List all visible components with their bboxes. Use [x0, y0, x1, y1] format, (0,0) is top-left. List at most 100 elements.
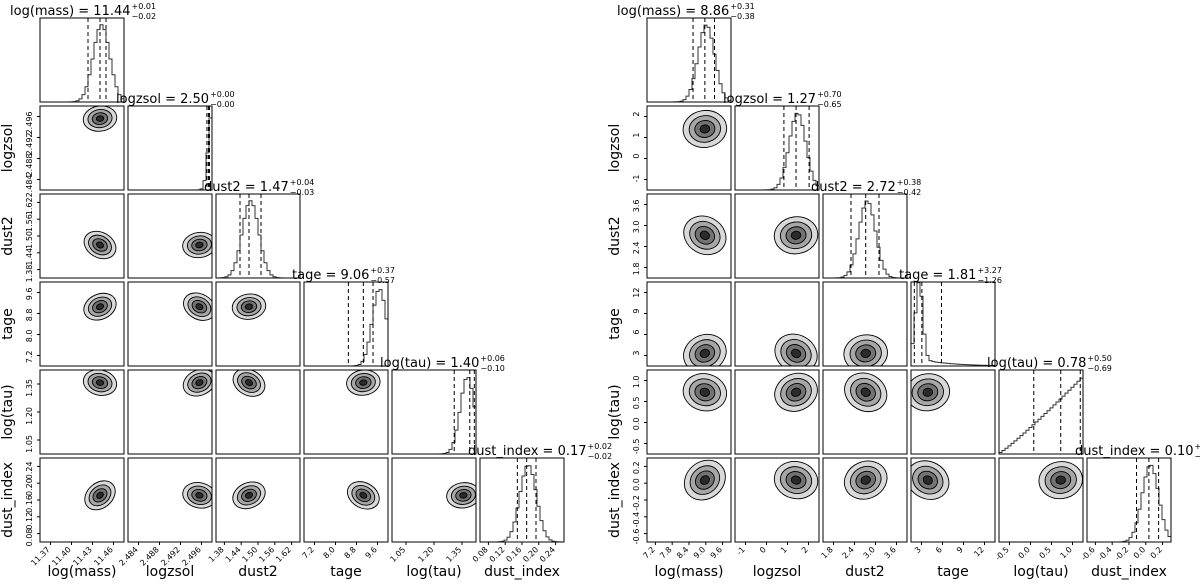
x-axis-label: dust_index	[484, 564, 560, 580]
title-text: logzsol = 2.50	[116, 92, 209, 107]
contours	[683, 215, 727, 256]
title-plus: +0.11	[1195, 442, 1200, 451]
panel-3-1	[734, 281, 820, 367]
title-plus: +0.50	[1087, 354, 1112, 363]
y-axis-label: dust_index	[607, 462, 623, 538]
x-tick-label: 0.08	[471, 545, 490, 564]
title-log(tau): log(tau) = 0.78 +0.50−0.69	[987, 354, 1112, 373]
contour-dust_index-vs-dust2-level-3	[244, 491, 254, 499]
title-dust2: dust2 = 2.72 +0.38−0.42	[811, 178, 921, 197]
title-plus: +0.00	[210, 90, 235, 99]
contours	[82, 106, 118, 132]
panel-2-1	[127, 193, 213, 279]
y-tick-label: 0.08	[25, 529, 34, 547]
x-tick-label: 0.5	[1038, 545, 1053, 560]
title-minus: −1.26	[977, 276, 1002, 285]
panel-frame	[734, 193, 820, 279]
panel-frame	[39, 193, 125, 279]
panel-4-3	[910, 369, 996, 455]
x-tick-label: -1	[735, 545, 747, 557]
x-tick-label: 0.0	[1132, 545, 1147, 560]
contours	[773, 216, 819, 255]
x-tick-label: 0.24	[538, 545, 557, 564]
contours	[232, 370, 266, 397]
title-plus: +0.06	[480, 354, 505, 363]
contour-log(tau)-vs-tage-level-3	[359, 379, 368, 386]
y-tick-label: 1.62	[25, 197, 34, 215]
contours	[773, 460, 819, 500]
x-tick-label: 9.6	[364, 545, 379, 560]
title-text: log(tau) = 0.78	[987, 356, 1086, 371]
contour-tage-vs-dust2-level-3	[860, 348, 871, 358]
title-text: dust_index = 0.10	[1075, 444, 1194, 459]
x-tick-label: 2.484	[117, 545, 140, 568]
contours	[682, 373, 727, 412]
y-tick-label: 7.2	[25, 351, 34, 364]
title-logzsol: logzsol = 2.50 +0.00−0.00	[116, 90, 235, 109]
x-axis-label: tage	[937, 564, 969, 580]
contours	[682, 109, 728, 148]
panel-4-4: log(tau) = 0.78 +0.50−0.69	[987, 354, 1112, 455]
x-tick-label: 3	[913, 545, 923, 555]
x-tick-label: 1	[779, 545, 789, 555]
contour-dust2-vs-logzsol-level-3	[790, 230, 802, 240]
x-axis-label: log(tau)	[406, 564, 461, 580]
y-axis-label: log(tau)	[607, 384, 623, 439]
contours	[911, 460, 950, 500]
x-tick-label: -0.2	[1113, 545, 1130, 562]
y-tick-label: 1.0	[632, 376, 641, 389]
panel-frame	[391, 369, 477, 455]
x-tick-label: 6	[934, 545, 944, 555]
y-tick-label: 0.0	[632, 418, 641, 431]
x-tick-label: 0.16	[504, 545, 523, 564]
panel-3-2	[215, 281, 301, 367]
contour-dust_index-vs-logzsol-level-3	[195, 492, 204, 499]
contours	[231, 293, 267, 320]
panel-2-0: 1.8 2.4 3.0 3.6 dust2	[607, 193, 732, 279]
title-text: logzsol = 1.27	[723, 92, 816, 107]
y-tick-label: 1.38	[25, 265, 34, 283]
contours	[774, 372, 818, 412]
x-tick-label: 1.20	[416, 545, 435, 564]
contour-dust2-vs-logzsol-level-3	[195, 241, 204, 249]
panel-4-0: 1.05 1.20 1.35 log(tau)	[0, 369, 125, 455]
y-axis-label: logzsol	[0, 124, 16, 172]
title-plus: +0.37	[370, 266, 395, 275]
panel-5-2: 1.8 2.4 3.0 3.6 dust2	[820, 457, 908, 580]
x-tick-label: 1.44	[224, 545, 243, 564]
contours	[83, 292, 117, 321]
contour-logzsol-vs-log(mass)-level-3	[95, 115, 105, 122]
contour-logzsol-vs-log(mass)-level-3	[699, 124, 711, 134]
x-axis-label: logzsol	[146, 564, 194, 580]
title-tage: tage = 1.81 +3.27−1.26	[899, 266, 1002, 285]
contour-dust2-vs-log(mass)-level-3	[699, 230, 710, 241]
title-minus: −0.10	[480, 364, 505, 373]
title-plus: +0.04	[290, 178, 315, 187]
panel-frame	[998, 457, 1084, 543]
contour-tage-vs-log(mass)-level-3	[95, 303, 105, 311]
panel-0-0: log(mass) = 8.86 +0.31−0.38	[617, 2, 755, 103]
panel-frame	[215, 281, 301, 367]
y-axis-label: dust2	[607, 216, 623, 255]
title-logzsol: logzsol = 1.27 +0.70−0.65	[723, 90, 842, 109]
title-dust2: dust2 = 1.47 +0.04−0.03	[204, 178, 314, 197]
panel-frame	[127, 105, 213, 191]
x-tick-label: 9	[955, 545, 965, 555]
y-tick-label: 3.0	[632, 221, 641, 234]
panel-4-3	[303, 369, 389, 455]
y-axis-label: tage	[607, 308, 623, 340]
panel-2-2: dust2 = 1.47 +0.04−0.03	[204, 178, 314, 279]
panel-frame	[910, 281, 996, 367]
panel-3-2	[822, 281, 908, 367]
title-log(mass): log(mass) = 11.44 +0.01−0.02	[10, 2, 156, 21]
panel-frame	[39, 17, 125, 103]
panel-5-4: -0.5 0.0 0.5 1.0 log(tau)	[994, 457, 1084, 580]
x-tick-label: 8.4	[675, 545, 690, 560]
title-minus: −0.57	[370, 276, 395, 285]
panel-4-1	[734, 369, 820, 455]
corner-plot-2: log(mass) = 8.86 +0.31−0.38-1012logzsollo…	[607, 2, 1200, 580]
panel-frame	[127, 369, 213, 455]
